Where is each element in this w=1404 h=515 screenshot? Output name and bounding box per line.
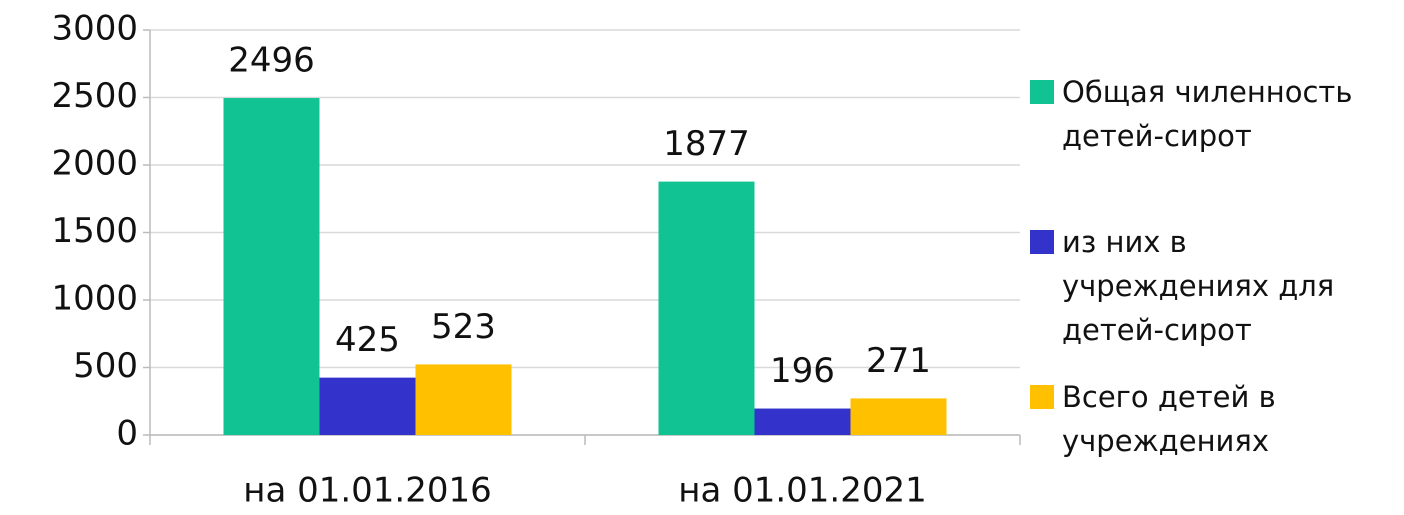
bar: [850, 398, 947, 435]
bar: [658, 181, 755, 435]
legend-label: Всего детей в учреждениях: [1062, 380, 1276, 458]
data-label: 425: [335, 320, 400, 360]
bar: [415, 364, 512, 435]
bar: [319, 377, 416, 435]
y-tick-label: 500: [73, 346, 138, 386]
x-tick-label: на 01.01.2021: [678, 471, 927, 511]
y-tick-label: 1000: [51, 279, 138, 319]
x-tick-label: на 01.01.2016: [243, 471, 492, 511]
data-label: 271: [866, 341, 931, 381]
y-tick-label: 3000: [51, 9, 138, 49]
y-tick-label: 1500: [51, 211, 138, 251]
data-label: 196: [770, 351, 835, 391]
legend-swatch: [1030, 385, 1054, 409]
y-tick-label: 0: [116, 414, 138, 454]
legend-item: Общая чиленность детей-сирот: [1030, 70, 1392, 158]
bar: [223, 98, 320, 435]
data-label: 2496: [228, 41, 315, 81]
legend-label: Общая чиленность детей-сирот: [1062, 75, 1353, 153]
y-tick-label: 2000: [51, 144, 138, 184]
y-tick-label: 2500: [51, 76, 138, 116]
bar: [754, 408, 851, 435]
legend-swatch: [1030, 80, 1054, 104]
legend-swatch: [1030, 230, 1054, 254]
data-label: 1877: [663, 124, 750, 164]
legend-item: из них в учреждениях для детей-сирот: [1030, 220, 1392, 352]
data-label: 523: [431, 307, 496, 347]
legend-item: Всего детей в учреждениях: [1030, 375, 1392, 463]
legend-label: из них в учреждениях для детей-сирот: [1062, 225, 1335, 347]
